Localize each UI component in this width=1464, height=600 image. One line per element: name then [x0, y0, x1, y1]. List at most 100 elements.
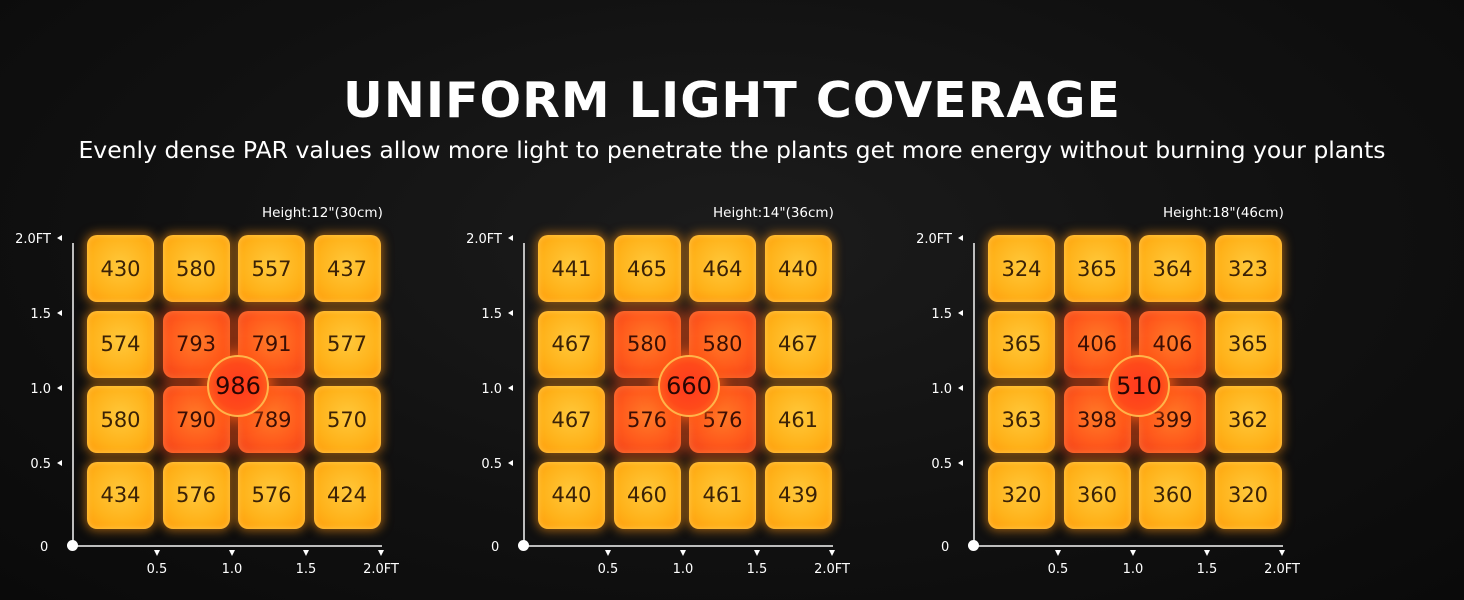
- par-cell: 580: [162, 235, 230, 302]
- tick-marker-icon: [958, 310, 963, 316]
- x-tick-label: 1.5: [727, 550, 787, 577]
- x-axis-line: [72, 545, 382, 547]
- x-tick-label: 2.0FT: [1252, 550, 1312, 577]
- y-tick-label: 1.0: [913, 382, 963, 397]
- x-tick-label: 0.5: [127, 550, 187, 577]
- par-cell: 323: [1214, 235, 1282, 302]
- par-cell: 464: [689, 235, 756, 302]
- par-cell: 791: [238, 310, 305, 378]
- y-tick-text: 1.0: [481, 382, 502, 397]
- par-cell: 461: [689, 461, 756, 529]
- x-tick-text: 1.5: [746, 562, 768, 577]
- tick-marker-icon: [508, 385, 513, 391]
- tick-marker-icon: [754, 550, 760, 556]
- x-tick-text: 2.0FT: [1264, 562, 1300, 577]
- tick-marker-icon: [378, 550, 384, 556]
- par-cell: 557: [238, 235, 305, 302]
- origin-dot: [518, 540, 529, 551]
- y-tick-label: 1.5: [463, 307, 513, 322]
- par-cell: 461: [764, 386, 832, 453]
- origin-dot: [67, 540, 78, 551]
- x-tick-text: 2.0FT: [363, 562, 399, 577]
- x-tick-text: 1.0: [221, 562, 243, 577]
- y-tick-text: 1.5: [30, 307, 51, 322]
- par-cell: 430: [87, 235, 154, 302]
- par-cell: 363: [988, 386, 1055, 453]
- x-tick-label: 1.5: [276, 550, 336, 577]
- par-cell: 360: [1063, 461, 1131, 529]
- par-cell: 467: [538, 386, 605, 453]
- x-tick-text: 1.5: [295, 562, 317, 577]
- par-cell: 577: [313, 310, 381, 378]
- par-cell: 424: [313, 461, 381, 529]
- y-axis-line: [72, 243, 74, 543]
- center-par-value: 660: [658, 355, 720, 417]
- tick-marker-icon: [1204, 550, 1210, 556]
- origin-label: 0: [941, 540, 950, 555]
- height-label: Height:12"(30cm): [262, 205, 383, 221]
- tick-marker-icon: [1130, 550, 1136, 556]
- tick-marker-icon: [303, 550, 309, 556]
- origin-label: 0: [491, 540, 500, 555]
- tick-marker-icon: [57, 385, 62, 391]
- tick-marker-icon: [508, 460, 513, 466]
- tick-marker-icon: [680, 550, 686, 556]
- par-cell: 580: [87, 386, 154, 453]
- par-cell: 465: [613, 235, 681, 302]
- y-tick-text: 1.5: [931, 307, 952, 322]
- y-tick-text: 0.5: [931, 457, 952, 472]
- par-cell: 406: [1063, 310, 1131, 378]
- par-cell: 441: [538, 235, 605, 302]
- tick-marker-icon: [508, 310, 513, 316]
- y-tick-label: 0.5: [12, 457, 62, 472]
- page-subtitle: Evenly dense PAR values allow more light…: [78, 136, 1386, 164]
- height-label: Height:18"(46cm): [1163, 205, 1284, 221]
- y-tick-label: 2.0FT: [913, 232, 963, 247]
- x-tick-label: 2.0FT: [351, 550, 411, 577]
- x-tick-text: 1.0: [1122, 562, 1144, 577]
- par-cell: 570: [313, 386, 381, 453]
- par-chart-panel: Height:12"(30cm) 0 2.0FT 1.5 1.0 0.5 0.5 1.0 1.5…: [12, 195, 432, 595]
- y-tick-text: 0.5: [30, 457, 51, 472]
- page-title: UNIFORM LIGHT COVERAGE: [343, 72, 1121, 129]
- x-tick-text: 0.5: [597, 562, 619, 577]
- par-cell: 576: [162, 461, 230, 529]
- par-cell: 460: [613, 461, 681, 529]
- x-tick-label: 1.5: [1177, 550, 1237, 577]
- tick-marker-icon: [154, 550, 160, 556]
- y-tick-label: 1.5: [12, 307, 62, 322]
- par-cell: 324: [988, 235, 1055, 302]
- y-tick-label: 1.0: [463, 382, 513, 397]
- x-tick-label: 0.5: [578, 550, 638, 577]
- x-tick-text: 1.0: [672, 562, 694, 577]
- tick-marker-icon: [829, 550, 835, 556]
- par-cell: 364: [1139, 235, 1206, 302]
- par-cell: 434: [87, 461, 154, 529]
- par-cell: 320: [988, 461, 1055, 529]
- par-cell: 398: [1063, 386, 1131, 453]
- x-tick-label: 2.0FT: [802, 550, 862, 577]
- y-axis-line: [973, 243, 975, 543]
- y-tick-text: 2.0FT: [466, 232, 502, 247]
- par-cell: 365: [1063, 235, 1131, 302]
- origin-label: 0: [40, 540, 49, 555]
- par-cell: 360: [1139, 461, 1206, 529]
- tick-marker-icon: [1279, 550, 1285, 556]
- tick-marker-icon: [958, 385, 963, 391]
- par-chart-panel: Height:18"(46cm) 0 2.0FT 1.5 1.0 0.5 0.5 1.0 1.5…: [913, 195, 1333, 595]
- par-cell: 440: [538, 461, 605, 529]
- tick-marker-icon: [958, 460, 963, 466]
- par-cell: 406: [1139, 310, 1206, 378]
- par-cell: 440: [764, 235, 832, 302]
- par-cell: 439: [764, 461, 832, 529]
- y-tick-text: 0.5: [481, 457, 502, 472]
- y-tick-label: 1.0: [12, 382, 62, 397]
- tick-marker-icon: [1055, 550, 1061, 556]
- x-tick-text: 1.5: [1196, 562, 1218, 577]
- par-chart-panel: Height:14"(36cm) 0 2.0FT 1.5 1.0 0.5 0.5 1.0 1.5…: [463, 195, 883, 595]
- par-cell: 365: [988, 310, 1055, 378]
- x-tick-text: 0.5: [1047, 562, 1069, 577]
- tick-marker-icon: [508, 235, 513, 241]
- y-axis-line: [523, 243, 525, 543]
- y-tick-text: 2.0FT: [916, 232, 952, 247]
